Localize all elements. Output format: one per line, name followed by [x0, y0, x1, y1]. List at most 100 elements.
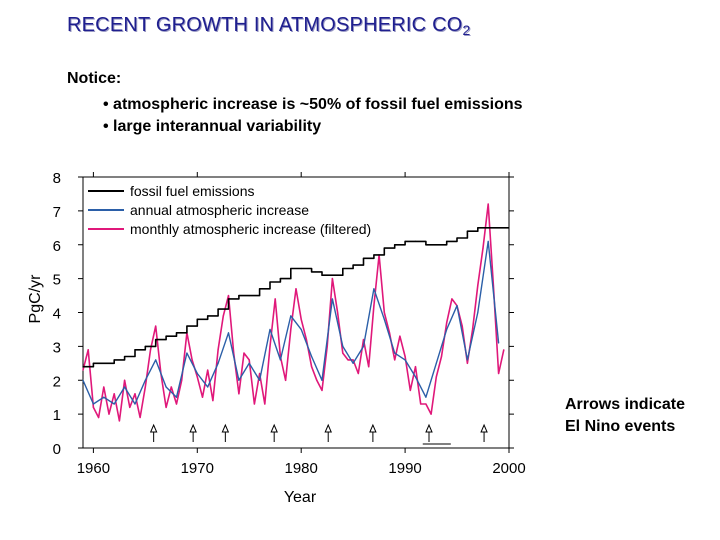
data-point: [383, 318, 385, 320]
data-point: [456, 237, 458, 239]
data-point: [310, 271, 313, 273]
data-point: [134, 393, 136, 395]
data-point: [259, 372, 261, 375]
data-point: [108, 413, 110, 415]
el-nino-arrow-head: [480, 423, 488, 433]
data-point: [123, 355, 126, 358]
series-layer: [82, 203, 509, 422]
data-point: [123, 379, 126, 381]
data-point: [425, 403, 427, 405]
data-point: [362, 257, 365, 259]
data-point: [435, 376, 437, 378]
data-point: [103, 396, 105, 398]
data-point: [217, 362, 219, 364]
data-point: [466, 359, 469, 361]
data-point: [498, 227, 500, 229]
data-point: [477, 284, 479, 286]
y-tick-label: 0: [53, 441, 61, 458]
data-point: [269, 345, 271, 347]
el-nino-arrow-head: [221, 423, 230, 433]
data-point: [238, 393, 240, 395]
data-point: [290, 315, 292, 317]
data-point: [331, 298, 333, 300]
x-tick-label: 1960: [77, 460, 110, 477]
data-point: [362, 345, 365, 347]
data-point: [82, 366, 84, 368]
data-point: [113, 393, 115, 395]
data-point: [181, 379, 183, 381]
data-point: [274, 298, 276, 300]
data-point: [87, 349, 89, 351]
slide-title: RECENT GROWTH IN ATMOSPHERIC CO2: [67, 14, 471, 38]
data-point: [430, 413, 432, 415]
el-nino-arrow-head: [149, 423, 158, 433]
data-point: [92, 362, 94, 364]
data-point: [446, 240, 448, 242]
data-point: [222, 315, 224, 317]
data-point: [196, 376, 198, 378]
data-point: [196, 318, 198, 320]
data-point: [472, 328, 474, 331]
data-point: [477, 311, 479, 314]
arrows-note-line-1: Arrows indicate: [565, 396, 686, 413]
x-axis-label: Year: [284, 489, 317, 506]
data-point: [248, 294, 250, 297]
data-point: [357, 372, 359, 375]
data-point: [482, 247, 484, 249]
data-point: [425, 396, 427, 398]
data-point: [207, 315, 209, 317]
el-nino-arrow-head: [369, 423, 377, 433]
data-point: [279, 278, 282, 280]
data-point: [207, 369, 209, 371]
axes: 0 1 2 3 4 5 6 7 8 1960 1970 1980 1990 2000: [53, 170, 526, 477]
data-point: [414, 376, 417, 378]
data-point: [336, 311, 339, 314]
data-point: [212, 399, 214, 402]
data-point: [92, 406, 94, 408]
y-tick-label: 6: [53, 238, 61, 255]
data-point: [331, 278, 333, 280]
data-point: [404, 355, 406, 358]
data-point: [342, 345, 344, 347]
data-point: [243, 352, 245, 354]
data-point: [373, 305, 375, 307]
data-point: [290, 267, 292, 270]
data-point: [352, 362, 354, 364]
data-point: [498, 372, 500, 375]
data-point: [259, 379, 261, 381]
x-tick-label: 2000: [492, 460, 525, 477]
data-point: [487, 240, 489, 242]
y-tick-label: 2: [53, 373, 61, 390]
data-point: [295, 288, 297, 290]
x-tick-label: 1970: [181, 460, 214, 477]
data-point: [155, 359, 157, 361]
data-point: [82, 369, 84, 371]
data-point: [217, 308, 219, 310]
data-point: [134, 349, 136, 351]
data-point: [466, 362, 469, 364]
data-point: [129, 406, 131, 408]
data-point: [259, 288, 261, 290]
data-point: [373, 288, 375, 290]
data-point: [269, 281, 271, 283]
x-tick-label: 1990: [388, 460, 421, 477]
legend-label: monthly atmospheric increase (filtered): [130, 221, 371, 237]
data-point: [186, 325, 188, 327]
data-point: [103, 386, 105, 388]
data-point: [446, 322, 448, 324]
data-point: [347, 359, 349, 361]
y-axis-label: PgC/yr: [27, 274, 44, 324]
data-point: [414, 240, 417, 242]
y-tick-label: 4: [53, 306, 61, 323]
data-point: [285, 379, 287, 381]
data-point: [461, 325, 463, 327]
data-point: [342, 352, 344, 354]
data-point: [264, 403, 266, 405]
data-point: [321, 389, 323, 392]
data-point: [456, 305, 458, 307]
data-point: [362, 339, 365, 341]
data-point: [170, 386, 172, 388]
data-point: [238, 294, 240, 297]
data-point: [248, 359, 250, 361]
data-point: [316, 379, 318, 381]
